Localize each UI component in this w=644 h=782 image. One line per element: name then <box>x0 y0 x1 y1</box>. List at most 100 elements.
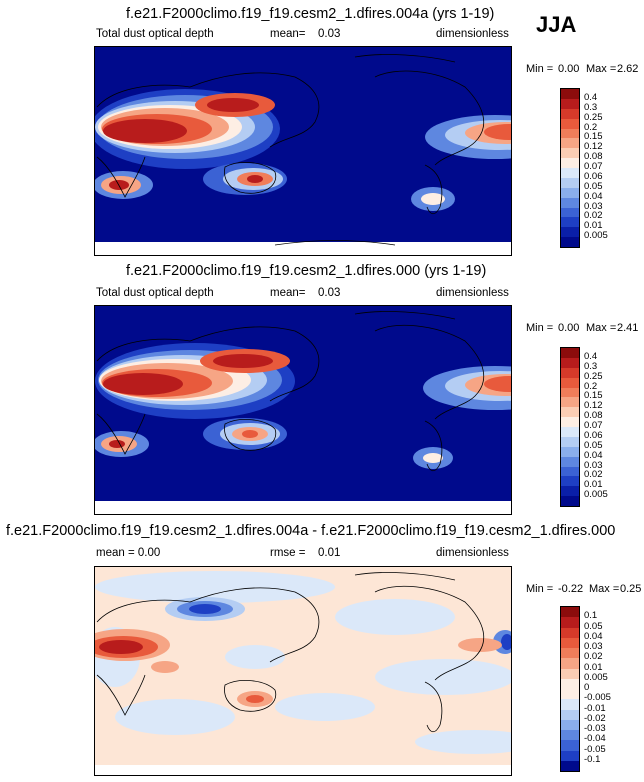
colorbar-swatch <box>561 177 579 188</box>
colorbar-tick-label: 0.12 <box>584 400 603 412</box>
panel-2-mean-label: mean= <box>270 287 306 299</box>
colorbar-tick-label: -0.03 <box>584 723 606 734</box>
colorbar-tick-label: 0.01 <box>584 479 603 491</box>
panel-1-units: dimensionless <box>436 28 509 40</box>
colorbar-tick-label: 0.02 <box>584 210 603 222</box>
season-label: JJA <box>536 12 577 37</box>
panel-3-map-svg <box>95 567 511 775</box>
colorbar-swatch <box>561 668 579 679</box>
colorbar-swatch <box>561 237 579 247</box>
colorbar-swatch <box>561 627 579 638</box>
colorbar-tick-label: 0.005 <box>584 671 608 683</box>
colorbar-tick-label: 0.02 <box>584 469 603 481</box>
panel-2-max-value: 2.41 <box>617 322 639 334</box>
panel-3-title: f.e21.F2000climo.f19_f19.cesm2_1.dfires.… <box>6 523 616 539</box>
colorbar-tick-label: 0.03 <box>584 200 603 212</box>
colorbar-swatch <box>561 678 579 689</box>
colorbar-tick-label: 0.03 <box>584 459 603 471</box>
panel-3-mean: mean = 0.00 <box>96 547 161 559</box>
colorbar-swatch <box>561 709 579 720</box>
colorbar-swatch <box>561 357 579 368</box>
panel-3-max-label: Max = <box>589 583 620 595</box>
panel-2-units: dimensionless <box>436 287 509 299</box>
panel-2-variable: Total dust optical depth <box>96 287 214 299</box>
colorbar-swatch <box>561 486 579 497</box>
panel-3-units: dimensionless <box>436 547 509 559</box>
colorbar-tick-label: 0.05 <box>584 439 603 451</box>
colorbar-swatch <box>561 740 579 751</box>
panel-2-mean-value: 0.03 <box>318 287 341 299</box>
colorbar-swatch <box>561 367 579 378</box>
panel-2-min-label: Min = <box>526 322 554 334</box>
colorbar-swatch <box>561 648 579 659</box>
colorbar-swatch <box>561 466 579 477</box>
colorbar-swatch <box>561 658 579 669</box>
colorbar-swatch <box>561 118 579 129</box>
colorbar-tick-label: 0.01 <box>584 661 603 673</box>
colorbar-swatch <box>561 407 579 418</box>
panel-3-map <box>94 566 512 776</box>
colorbar-swatch <box>561 138 579 149</box>
colorbar-swatch <box>561 148 579 159</box>
colorbar-tick-label: 0.04 <box>584 449 603 461</box>
panel-1-mean-value: 0.03 <box>318 28 341 40</box>
colorbar-swatch <box>561 699 579 710</box>
colorbar-swatch <box>561 730 579 741</box>
colorbar-tick-label: 0.08 <box>584 410 603 422</box>
colorbar-tick-label: 0.005 <box>584 489 608 501</box>
colorbar-swatch <box>561 719 579 730</box>
colorbar-swatch <box>561 158 579 168</box>
panel-1-min-value: 0.00 <box>558 63 580 75</box>
panel-3-min-label: Min = <box>526 583 554 595</box>
panel-1-variable: Total dust optical depth <box>96 28 214 40</box>
panel-1-title: f.e21.F2000climo.f19_f19.cesm2_1.dfires.… <box>126 6 495 22</box>
panel-2-min-value: 0.00 <box>558 322 580 334</box>
colorbar-tick-label: 0.08 <box>584 151 603 163</box>
colorbar-swatch <box>561 377 579 388</box>
colorbar-swatch <box>561 387 579 398</box>
panel-1-min-label: Min = <box>526 63 554 75</box>
panel-1-max-label: Max = <box>586 63 617 75</box>
colorbar-tick-label: 0.25 <box>584 370 603 382</box>
colorbar-swatch <box>561 227 579 238</box>
colorbar-swatch <box>561 108 579 119</box>
panel-3-rmse-value: 0.01 <box>318 547 341 559</box>
colorbar-tick-label: 0.04 <box>584 630 603 642</box>
colorbar-swatch <box>561 637 579 648</box>
panel-1-colorbar <box>560 88 580 248</box>
panel-2-colorbar <box>560 347 580 507</box>
colorbar-swatch <box>561 417 579 427</box>
colorbar-tick-label: 0.3 <box>584 360 598 372</box>
colorbar-tick-label: 0.15 <box>584 131 603 143</box>
colorbar-tick-label: 0.02 <box>584 651 603 663</box>
colorbar-swatch <box>561 207 579 218</box>
colorbar-tick-label: 0.05 <box>584 180 603 192</box>
panel-2-map <box>94 305 512 515</box>
colorbar-swatch <box>561 98 579 109</box>
colorbar-tick-label: 0.15 <box>584 390 603 402</box>
colorbar-tick-label: 0.4 <box>584 91 598 103</box>
colorbar-swatch <box>561 348 579 358</box>
panel-2-title: f.e21.F2000climo.f19_f19.cesm2_1.dfires.… <box>126 263 487 279</box>
colorbar-tick-label: 0.07 <box>584 161 603 172</box>
panel-3-colorbar <box>560 606 580 772</box>
colorbar-swatch <box>561 436 579 447</box>
panel-2-map-svg <box>95 306 511 514</box>
colorbar-swatch <box>561 187 579 198</box>
colorbar-tick-label: 0.04 <box>584 190 603 202</box>
colorbar-swatch <box>561 750 579 761</box>
panel-3-rmse-label: rmse = <box>270 547 306 559</box>
panel-1-max-value: 2.62 <box>617 63 639 75</box>
colorbar-tick-label: -0.01 <box>584 702 606 714</box>
colorbar-tick-label: 0.03 <box>584 641 603 652</box>
colorbar-swatch <box>561 760 579 771</box>
colorbar-swatch <box>561 689 579 700</box>
colorbar-tick-label: 0.06 <box>584 429 603 441</box>
colorbar-swatch <box>561 397 579 408</box>
panel-1-map <box>94 46 512 256</box>
colorbar-tick-label: 0.05 <box>584 620 603 632</box>
colorbar-swatch <box>561 427 579 437</box>
colorbar-swatch <box>561 168 579 178</box>
colorbar-tick-label: 0.12 <box>584 141 603 153</box>
colorbar-swatch <box>561 446 579 457</box>
